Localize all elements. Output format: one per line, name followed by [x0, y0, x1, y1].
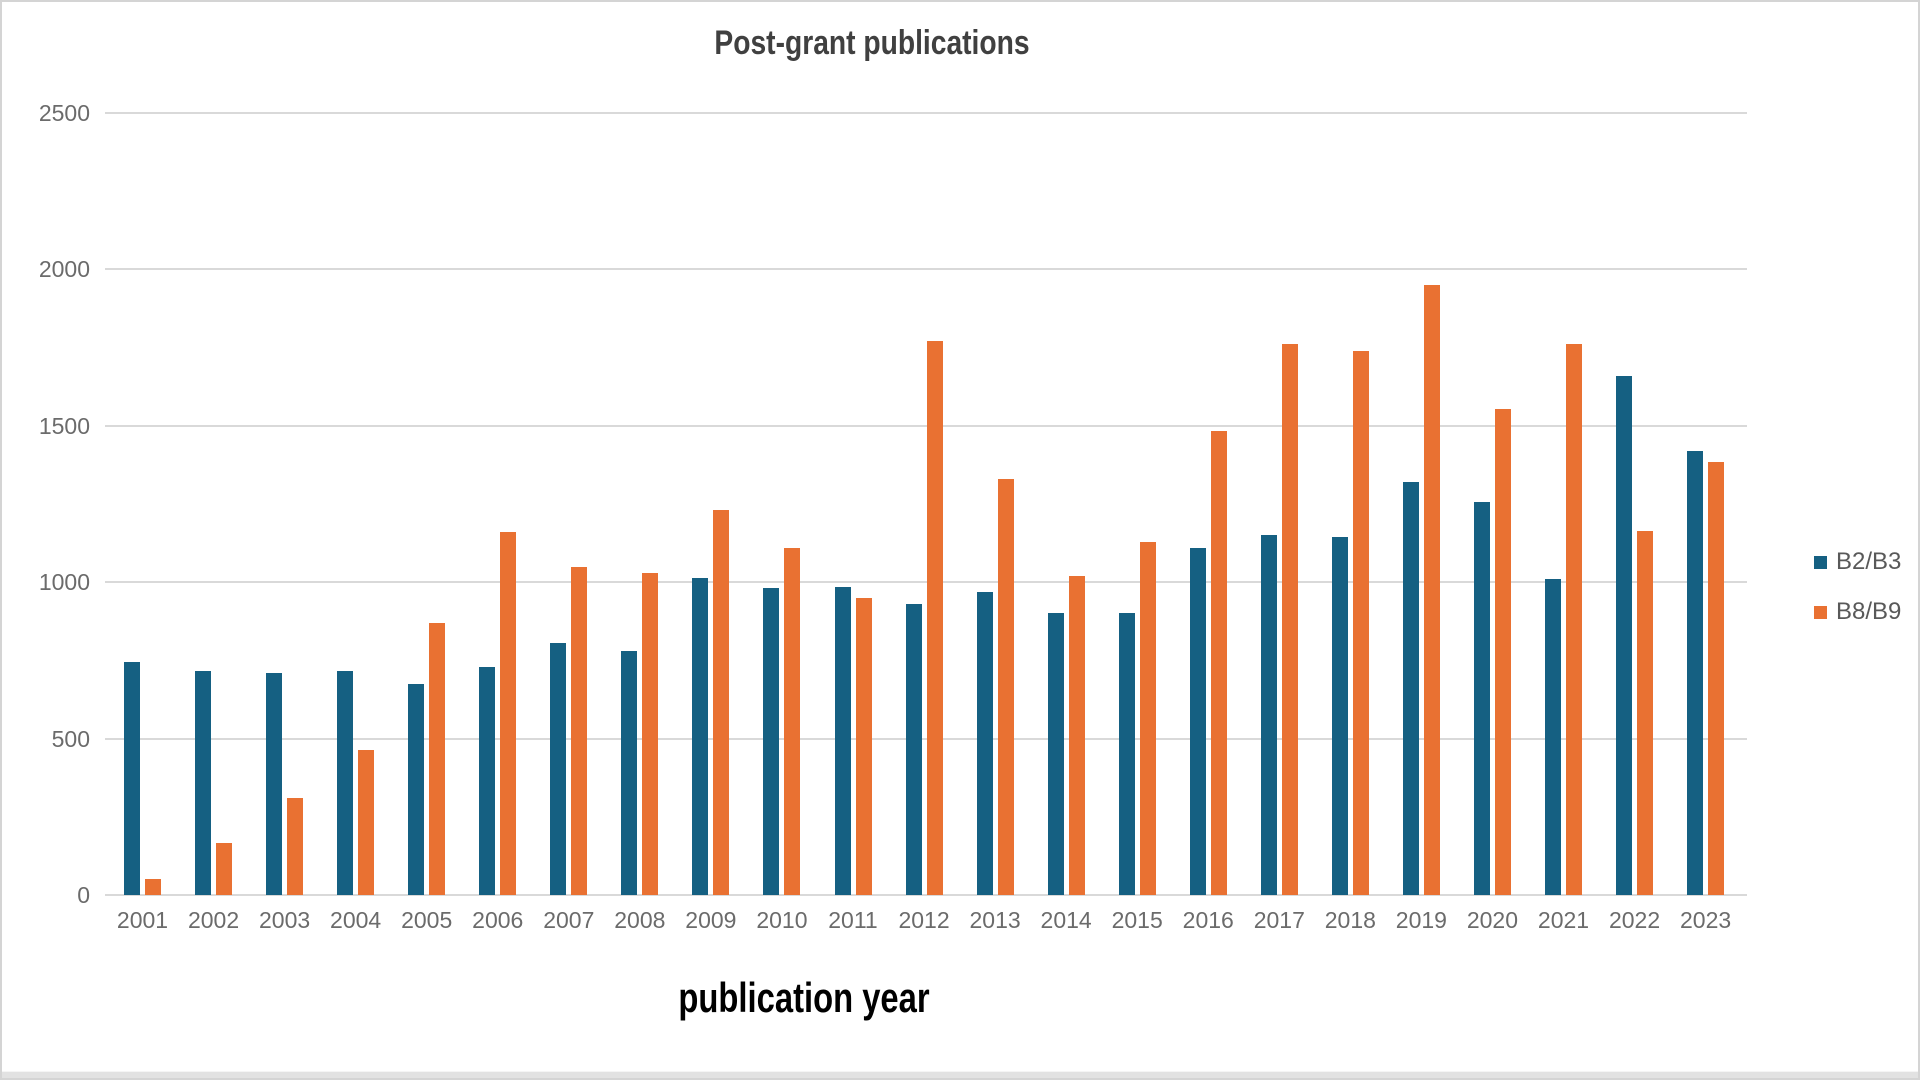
y-tick-label-500: 500 [51, 725, 90, 752]
bar-B2B3-2011 [834, 586, 851, 895]
legend-label-b8b9: B8/B9 [1836, 598, 1902, 625]
bar-B2B3-2002 [195, 671, 212, 895]
legend: B2/B3 B8/B9 [1814, 548, 1901, 626]
x-tick-label-2018: 2018 [1324, 907, 1376, 933]
bar-B2B3-2004 [337, 671, 354, 895]
bar-B8B9-2018 [1352, 350, 1369, 895]
bar-B8B9-2023 [1708, 461, 1725, 895]
gridline-2000 [105, 268, 1747, 271]
bar-B2B3-2009 [692, 577, 709, 895]
x-tick-label-2023: 2023 [1680, 907, 1732, 933]
bar-B2B3-2018 [1331, 536, 1348, 895]
bar-B2B3-2001 [124, 661, 140, 895]
x-tick-label-2003: 2003 [259, 907, 311, 933]
x-tick-label-2011: 2011 [828, 907, 878, 933]
bar-B8B9-2014 [1068, 575, 1085, 895]
gridline-0 [105, 894, 1747, 896]
x-tick-label-2021: 2021 [1537, 907, 1590, 933]
x-tick-label-2015: 2015 [1111, 907, 1163, 933]
bar-B2B3-2022 [1616, 375, 1633, 895]
x-tick-label-2017: 2017 [1253, 907, 1305, 933]
bar-B8B9-2017 [1281, 344, 1298, 895]
bar-B8B9-2020 [1494, 408, 1511, 895]
bar-B8B9-2021 [1566, 344, 1582, 895]
y-tick-label-1500: 1500 [38, 412, 90, 439]
x-tick-label-2009: 2009 [685, 907, 737, 933]
y-tick-label-0: 0 [77, 882, 90, 908]
bar-B2B3-2007 [550, 643, 567, 895]
bar-B2B3-2008 [621, 651, 638, 895]
bar-B2B3-2012 [905, 604, 922, 895]
bar-B8B9-2015 [1139, 541, 1156, 895]
x-tick-label-2002: 2002 [187, 907, 240, 933]
gridline-500 [105, 737, 1747, 740]
x-tick-label-2012: 2012 [898, 907, 950, 933]
y-tick-label-1000: 1000 [38, 569, 90, 596]
x-tick-label-2014: 2014 [1040, 907, 1092, 933]
gridline-2500 [105, 112, 1747, 114]
x-tick-label-2004: 2004 [330, 907, 382, 933]
bar-B8B9-2011 [855, 597, 872, 895]
x-tick-label-2022: 2022 [1608, 907, 1661, 933]
x-tick-label-2013: 2013 [969, 907, 1021, 933]
x-tick-label-2020: 2020 [1466, 907, 1519, 933]
bar-B8B9-2016 [1210, 430, 1227, 895]
bar-B8B9-2008 [642, 572, 659, 895]
chart-title: Post-grant publications [714, 24, 1030, 62]
bar-B8B9-2022 [1637, 530, 1654, 895]
bar-B2B3-2013 [976, 591, 993, 895]
bar-B8B9-2005 [429, 622, 446, 895]
bar-B8B9-2003 [287, 798, 304, 895]
bar-B2B3-2016 [1189, 547, 1206, 895]
legend-swatch-b2b3-icon [1814, 555, 1827, 569]
x-tick-label-2006: 2006 [472, 907, 524, 933]
gridline-1000 [105, 581, 1747, 584]
y-tick-label-2000: 2000 [38, 256, 90, 283]
bar-B8B9-2013 [997, 478, 1014, 895]
bar-B8B9-2019 [1423, 285, 1440, 895]
bar-B8B9-2012 [926, 341, 943, 895]
bar-B8B9-2010 [784, 547, 801, 895]
bar-B8B9-2001 [145, 879, 161, 895]
bar-B8B9-2004 [358, 749, 375, 895]
bar-B8B9-2006 [500, 532, 517, 895]
legend-item-b8b9: B8/B9 [1814, 598, 1901, 626]
x-tick-label-2001: 2001 [116, 907, 169, 933]
bar-B8B9-2002 [216, 843, 233, 895]
bar-B2B3-2005 [408, 683, 425, 895]
x-tick-label-2019: 2019 [1395, 907, 1447, 933]
bar-B8B9-2009 [713, 510, 730, 895]
bar-B2B3-2014 [1047, 613, 1064, 895]
x-tick-label-2016: 2016 [1182, 907, 1234, 933]
bar-B8B9-2007 [571, 566, 588, 895]
gridline-1500 [105, 424, 1747, 427]
x-tick-label-2007: 2007 [543, 907, 595, 933]
x-tick-label-2010: 2010 [756, 907, 808, 933]
x-axis-title: publication year [678, 974, 930, 1021]
bar-B2B3-2015 [1118, 613, 1135, 895]
bar-B2B3-2006 [479, 666, 496, 895]
bar-B2B3-2023 [1687, 450, 1704, 895]
legend-label-b2b3: B2/B3 [1836, 548, 1902, 575]
x-tick-label-2005: 2005 [401, 907, 453, 933]
y-tick-label-2500: 2500 [38, 100, 90, 126]
bar-B2B3-2003 [266, 672, 283, 895]
bottom-edge [2, 1071, 1918, 1078]
legend-item-b2b3: B2/B3 [1814, 548, 1901, 576]
plot-area [105, 112, 1747, 896]
bar-B2B3-2021 [1545, 579, 1561, 895]
bar-B2B3-2019 [1402, 482, 1419, 895]
x-tick-label-2008: 2008 [614, 907, 666, 933]
bar-B2B3-2017 [1260, 535, 1277, 895]
bar-B2B3-2010 [763, 588, 780, 895]
bar-B2B3-2020 [1473, 502, 1490, 895]
legend-swatch-b8b9-icon [1814, 605, 1827, 619]
